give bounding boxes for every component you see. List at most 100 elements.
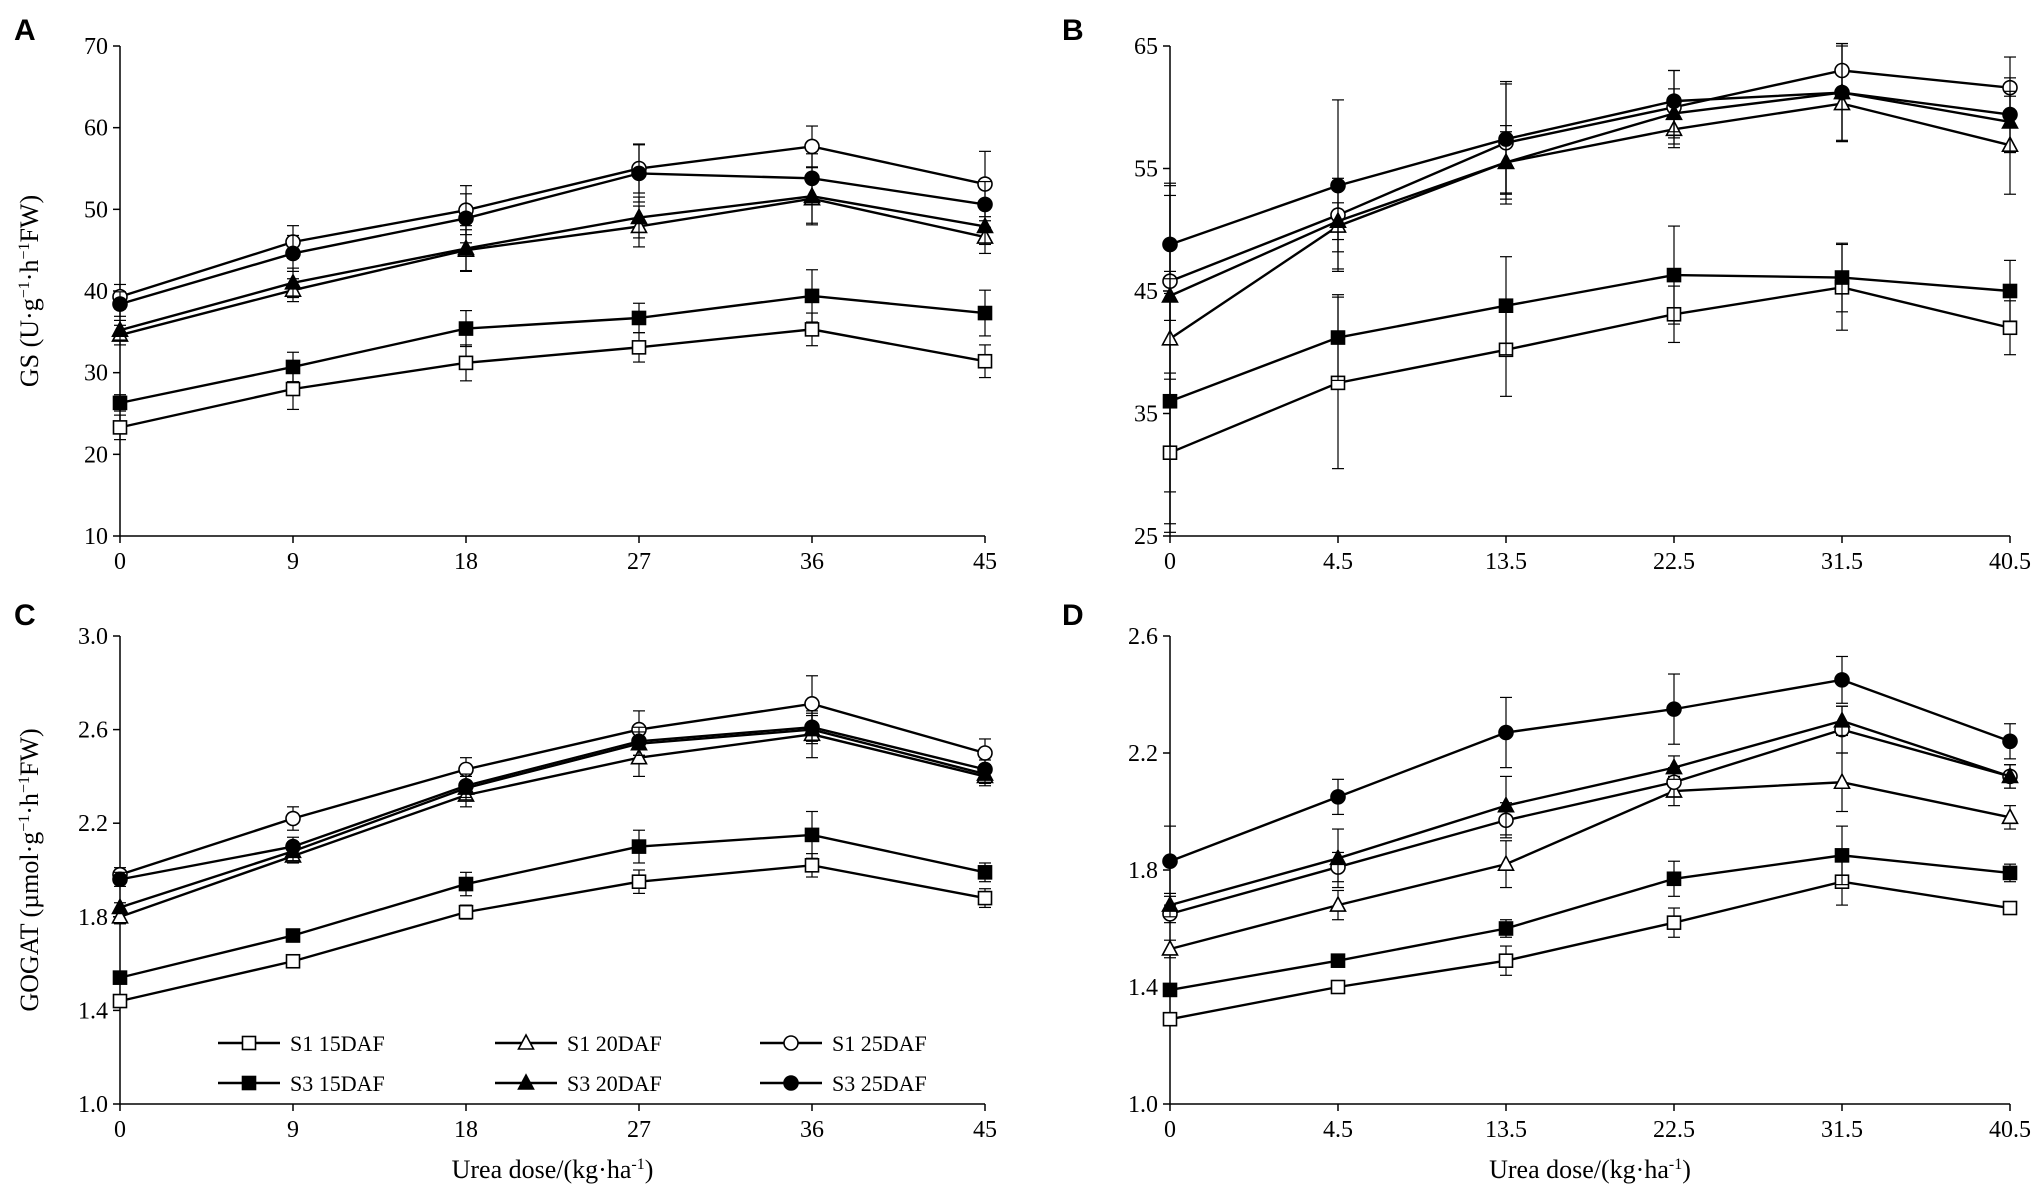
legend-label: S3 25DAF [832,1071,927,1096]
data-point [458,321,474,336]
panel-letter-b: B [1062,14,1084,47]
data-point [458,355,474,371]
series-line [119,728,986,909]
y-tick-label: 2.2 [78,811,108,837]
data-point [631,874,647,890]
y-tick-label: 35 [1134,402,1158,428]
y-tick-label: 1.0 [78,1092,108,1118]
data-point [1498,953,1514,968]
data-point [2002,320,2018,336]
data-point [1666,93,1682,109]
data-point [1498,921,1514,936]
data-point [458,876,474,892]
data-point [112,970,128,985]
data-point [285,810,301,827]
data-point [1666,701,1682,717]
x-tick-label: 0 [1164,549,1176,575]
y-tick-label: 60 [84,116,108,142]
y-tick-label: 2.6 [78,718,108,744]
series-line [119,733,986,918]
data-point [804,322,820,337]
data-point [112,296,128,312]
series-line [119,195,986,332]
data-point [457,238,475,256]
data-point [1497,795,1515,813]
panel-d: 1.0 1.4 1.8 2.2 2.6 0 4.5 13.5 22.5 31.5 40.5 Urea … [1128,624,2031,1184]
series-s1_25 [1162,45,2018,380]
series-line [119,145,986,298]
legend-marker [517,1033,535,1050]
x-axis-label: Urea dose/(kg·ha-1) [1489,1155,1691,1184]
series-s3_20 [1161,705,2019,918]
series-s3_15 [112,269,993,412]
y-tick-label: 30 [84,361,108,387]
data-point [458,904,474,920]
legend-marker [241,1035,257,1051]
series-line [1169,91,2011,297]
series-s3_25 [112,144,993,317]
y-axis-label: GS (U·g−1·h−1FW) [15,195,44,387]
data-point [1666,871,1682,887]
x-tick-label: 22.5 [1653,1117,1695,1143]
data-point [1330,979,1346,995]
data-point [1498,131,1514,147]
panel-b: 25 35 45 55 65 0 4.5 13.5 22.5 31.5 40.5 [1134,34,2031,575]
x-tick-label: 9 [287,1117,299,1143]
series-s1_15 [1162,857,2018,1027]
panel-a: 10 20 30 40 50 60 70 0 9 18 27 36 45 GS (U·g−1·h−1FW) [15,34,997,575]
legend-item-s3_20: S3 20DAF [495,1071,662,1096]
data-point [1162,393,1178,409]
data-point [631,733,647,750]
y-tick-label: 40 [84,279,108,305]
legend-marker [783,1035,799,1051]
legend-label: S1 15DAF [290,1031,385,1056]
data-point [1834,672,1850,688]
data-point [1330,330,1346,345]
data-point [2001,766,2019,784]
x-tick-label: 27 [627,1117,651,1143]
legend-item-s1_25: S1 25DAF [760,1031,927,1056]
x-tick-label: 27 [627,549,651,575]
series-line [1169,678,2011,863]
data-point [1666,915,1682,930]
data-point [1498,724,1514,741]
series-line [1169,719,2011,907]
series-s1_25 [112,125,993,310]
panel-letter-a: A [14,14,36,47]
y-tick-label: 3.0 [78,624,108,650]
series-line [119,294,986,405]
series-line [119,328,986,429]
legend-item-s3_15: S3 15DAF [218,1071,385,1096]
data-point [1162,236,1178,253]
data-point [1329,895,1347,912]
x-tick-label: 9 [287,549,299,575]
series-s3_20 [111,167,994,341]
data-point [977,353,993,369]
data-point [1329,848,1347,866]
series-s3_20 [1161,42,2019,321]
data-point [1161,895,1179,912]
x-tick-label: 0 [114,1117,126,1143]
y-axis-label: GOGAT (µmol·g−1·h−1FW) [15,728,44,1011]
data-point [1498,298,1514,314]
x-tick-label: 0 [1164,1117,1176,1143]
data-point [285,381,301,397]
series-s3_25 [1162,42,2018,295]
data-point [1161,286,1179,303]
data-point [284,273,302,290]
y-tick-label: 10 [84,524,108,550]
data-point [630,207,648,225]
series-line [119,702,986,876]
data-point [630,747,648,765]
y-tick-label: 70 [84,34,108,60]
data-point [111,897,129,915]
x-tick-label: 45 [973,1117,997,1143]
data-point [1666,267,1682,283]
series-line [1169,854,2011,992]
series-s1_15 [1162,243,2018,533]
x-tick-label: 40.5 [1989,549,2031,575]
data-point [1330,953,1346,968]
series-line [1169,91,2011,246]
legend: S1 15DAF S1 20DAF S1 25DAF S3 15DAF S3 20DAF… [218,1031,927,1096]
